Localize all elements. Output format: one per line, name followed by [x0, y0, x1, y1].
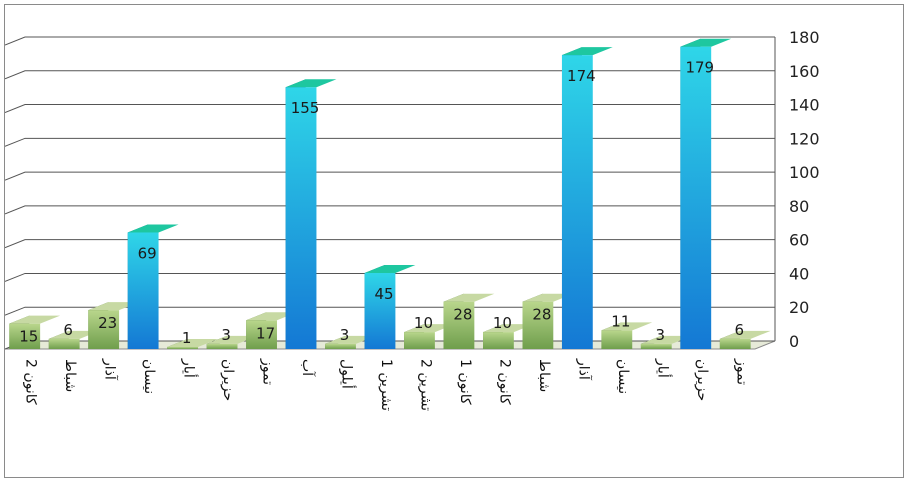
data-label: 10	[493, 314, 512, 332]
y-tick-label: 20	[789, 298, 809, 317]
y-tick-label: 100	[789, 163, 820, 182]
data-label: 17	[256, 324, 275, 342]
data-label: 10	[414, 314, 433, 332]
bar	[48, 330, 100, 349]
x-tick-label: كانون 2	[23, 359, 39, 405]
bar	[561, 47, 613, 350]
data-label: 6	[734, 321, 744, 339]
data-label: 11	[611, 312, 630, 330]
y-tick-label: 0	[789, 332, 799, 351]
bar	[680, 38, 732, 349]
x-tick-label: تموز	[733, 358, 749, 385]
x-tick-label: شباط	[62, 359, 78, 392]
bar	[88, 302, 140, 349]
x-tick-label: أيلول	[339, 359, 357, 389]
y-tick-label: 140	[789, 96, 820, 115]
bar-chart: 0 20 40 60 80 100 120 140 160 180 15 كانون 2 6 شباط 23…	[5, 28, 820, 411]
y-tick-label: 120	[789, 129, 820, 148]
data-label: 28	[532, 306, 551, 324]
gridline	[5, 171, 775, 181]
bar	[483, 324, 534, 349]
data-label: 23	[98, 314, 117, 332]
bar	[404, 324, 455, 349]
gridline	[5, 137, 775, 147]
data-label: 155	[291, 99, 320, 117]
x-tick-label: تشرين 1	[378, 359, 394, 411]
x-tick-label: تشرين 2	[417, 359, 433, 411]
chart-frame: 0 20 40 60 80 100 120 140 160 180 15 كانون 2 6 شباط 23…	[4, 4, 904, 478]
bar	[522, 293, 574, 349]
bar	[443, 293, 495, 349]
data-label: 69	[138, 244, 157, 262]
x-tick-label: آذار	[102, 358, 119, 381]
data-label: 3	[340, 326, 350, 344]
x-tick-label: أيار	[181, 358, 199, 378]
data-label: 1	[182, 329, 192, 347]
gridline	[5, 239, 775, 249]
bar	[325, 335, 376, 349]
x-tick-label: حزيران	[694, 359, 710, 401]
bar	[285, 79, 337, 349]
x-tick-label: أيار	[654, 358, 672, 378]
data-label: 15	[19, 328, 38, 346]
y-tick-label: 180	[789, 28, 820, 47]
gridline	[5, 104, 775, 114]
bar	[719, 330, 771, 349]
bar	[127, 224, 179, 349]
x-tick-label: شباط	[536, 359, 552, 392]
data-label: 3	[656, 326, 666, 344]
x-tick-label: نيسان	[615, 359, 631, 394]
bar	[9, 315, 61, 349]
x-tick-label: آذار	[575, 358, 592, 381]
y-tick-label: 40	[789, 264, 809, 283]
y-tick-label: 80	[789, 197, 809, 216]
bar	[206, 335, 258, 349]
x-tick-label: كانون 1	[457, 359, 473, 405]
gridline	[5, 272, 775, 282]
data-label: 3	[221, 326, 231, 344]
data-label: 179	[685, 59, 714, 77]
gridline	[5, 36, 775, 46]
data-label: 6	[63, 321, 73, 339]
y-tick-label: 60	[789, 231, 809, 250]
data-label: 28	[453, 306, 472, 324]
bar	[167, 339, 219, 349]
x-tick-label: كانون 2	[496, 359, 512, 405]
x-tick-label: آب	[299, 359, 316, 377]
gridline	[5, 70, 775, 80]
data-label: 174	[567, 67, 596, 85]
x-tick-label: نيسان	[141, 359, 157, 394]
bar	[640, 335, 692, 349]
data-label: 45	[374, 285, 393, 303]
gridline	[5, 205, 775, 215]
bar	[364, 265, 416, 349]
x-tick-label: تموز	[260, 358, 276, 385]
bar	[246, 312, 297, 349]
x-tick-label: حزيران	[220, 359, 236, 401]
y-tick-label: 160	[789, 62, 820, 81]
bar	[601, 322, 653, 349]
